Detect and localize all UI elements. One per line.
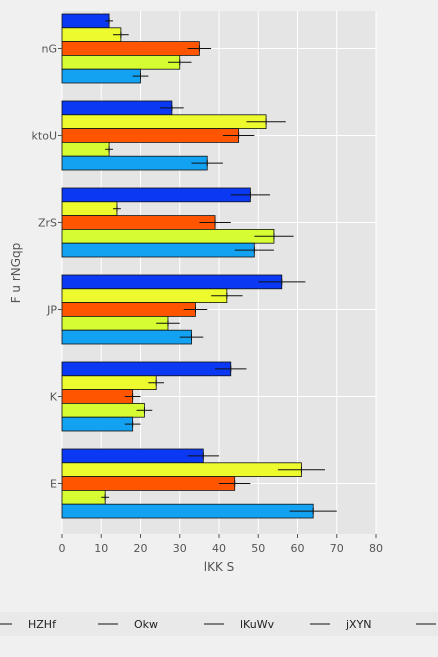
x-tick-label: 60 — [291, 542, 305, 555]
legend-label-Okw: Okw — [134, 618, 158, 631]
y-tick-label: ZrS — [38, 217, 57, 230]
bar-Okw-E — [61, 462, 302, 477]
bar-HZHf-K — [61, 361, 232, 377]
bar-jXYN-K — [61, 402, 145, 418]
x-tick-label: 50 — [251, 542, 265, 555]
y-tick-label: K — [50, 391, 58, 404]
bar-lKuWv-ZrS — [61, 215, 216, 230]
bar-Okw-JP — [61, 288, 228, 303]
x-axis-label: lKK S — [204, 560, 235, 574]
bar-jXYN-JP — [61, 315, 169, 331]
bar-Okw-nG — [61, 27, 122, 42]
legend-label-HZHf: HZHf — [28, 618, 57, 631]
legend-label-jXYN: jXYN — [345, 618, 372, 631]
bar-HZHf-E — [61, 448, 204, 464]
y-tick-label: ktoU — [32, 130, 57, 143]
y-tick-label: JP — [46, 304, 57, 317]
bar-lKuWv-E — [61, 476, 236, 491]
legend-label-lKuWv: lKuWv — [240, 618, 275, 631]
x-tick-label: 10 — [94, 542, 108, 555]
bar-HZHf-JP — [61, 274, 283, 290]
x-tick-label: 0 — [59, 542, 66, 555]
y-tick-label: nG — [42, 43, 58, 56]
bar-Zt-nG — [61, 68, 141, 84]
bar-jXYN-E — [61, 489, 106, 505]
bar-HZHf-ktoU — [61, 100, 173, 116]
bar-jXYN-ZrS — [61, 228, 275, 244]
bar-HZHf-ZrS — [61, 187, 251, 203]
bar-Zt-ktoU — [61, 155, 208, 171]
bar-HZHf-nG — [61, 13, 110, 29]
x-tick-label: 40 — [212, 542, 226, 555]
bar-lKuWv-ktoU — [61, 128, 240, 143]
y-tick-label: E — [50, 478, 57, 491]
bar-Zt-K — [61, 416, 134, 432]
bar-Okw-ktoU — [61, 114, 267, 130]
bar-lKuWv-nG — [61, 41, 200, 56]
x-tick-label: 20 — [134, 542, 148, 555]
bar-Zt-ZrS — [61, 242, 255, 258]
bar-Zt-E — [61, 503, 314, 519]
bar-lKuWv-JP — [61, 302, 196, 317]
bar-jXYN-ktoU — [61, 141, 110, 157]
x-axis-ticks: 0 10 20 30 40 50 60 70 80 — [59, 534, 383, 555]
bar-Zt-JP — [61, 329, 192, 345]
x-tick-label: 30 — [173, 542, 187, 555]
bar-Okw-ZrS — [61, 201, 118, 217]
legend: HZHfOkwlKuWvjXYNZt — [0, 618, 436, 631]
bar-jXYN-nG — [61, 55, 181, 70]
y-axis-label: F u rNGqp — [9, 243, 23, 304]
bars — [61, 13, 337, 519]
y-axis-ticks: nG ktoU ZrS JP K E — [32, 43, 62, 491]
bar-lKuWv-K — [61, 389, 134, 404]
x-tick-label: 70 — [330, 542, 344, 555]
x-tick-label: 80 — [369, 542, 383, 555]
bar-Okw-K — [61, 375, 157, 390]
